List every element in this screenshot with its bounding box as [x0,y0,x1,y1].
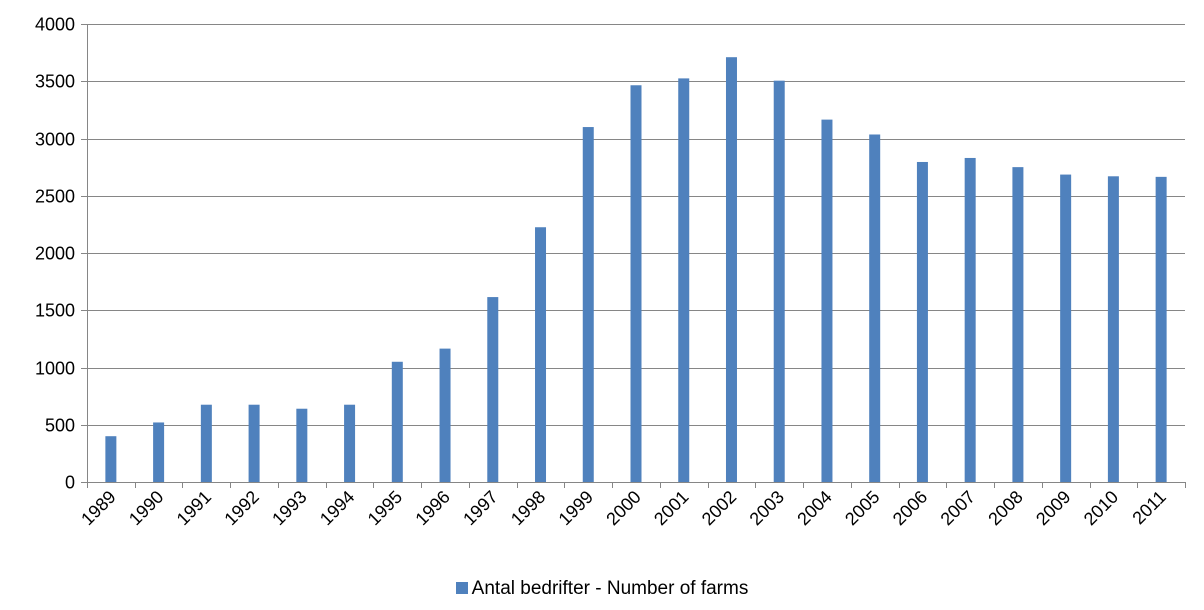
bar [725,57,737,482]
y-tick-label: 4000 [35,15,75,35]
bar [105,436,117,482]
x-tick-label: 2008 [984,487,1026,529]
bar [582,127,594,483]
x-tick-label: 2003 [746,487,788,529]
bar [535,227,547,482]
x-tick-label: 2006 [889,487,931,529]
bar [1060,174,1072,482]
x-tick-label: 2010 [1080,487,1122,529]
bar [344,404,356,482]
x-tick-label: 1996 [411,487,453,529]
bar [439,348,451,482]
legend-swatch [455,582,468,594]
x-tick-label: 2004 [793,487,835,529]
bar [153,422,165,482]
x-tick-label: 1999 [555,487,597,529]
y-tick-label: 500 [45,416,75,436]
x-tick-label: 1990 [125,487,167,529]
y-tick-label: 2500 [35,187,75,207]
bar [964,157,976,482]
x-tick-label: 2005 [841,487,883,529]
x-tick-label: 1998 [507,487,549,529]
x-tick-label: 1991 [173,487,215,529]
bar [1012,167,1024,483]
bar [630,85,642,482]
y-tick-label: 3500 [35,72,75,92]
bar [391,361,403,482]
x-tick-label: 1989 [77,487,119,529]
bar [869,134,881,483]
legend-label: Antal bedrifter - Number of farms [471,578,749,599]
x-tick-label: 2007 [937,487,979,529]
bar [200,404,212,482]
bar [678,78,690,482]
bar [248,404,260,482]
x-axis [87,482,1186,488]
bar [1155,176,1167,483]
x-tick-label: 2001 [650,487,692,529]
x-tick-label: 1994 [316,487,358,529]
y-tick-label: 3000 [35,130,75,150]
x-tick-label: 1995 [364,487,406,529]
x-tick-label: 2009 [1032,487,1074,529]
x-tick-label: 2002 [698,487,740,529]
x-tick-label: 1997 [459,487,501,529]
y-tick-label: 1500 [35,301,75,321]
bar-series [105,57,1167,483]
x-tick-label: 2000 [602,487,644,529]
y-tick-label: 1000 [35,359,75,379]
y-tick-label: 0 [65,473,75,493]
x-axis-tick-labels: 1989 1990 1991 1992 1993 1994 1995 1996 1997 1998… [77,487,1170,529]
bar [821,119,833,483]
y-axis-tick-labels: 0 500 1000 1500 2000 2500 3000 3500 4000 [35,15,75,493]
x-tick-label: 1992 [220,487,262,529]
bar [1107,176,1119,483]
bar [773,80,785,483]
bar [916,161,928,482]
bar [487,297,499,482]
chart-legend: Antal bedrifter - Number of farms [0,578,1204,600]
x-tick-label: 1993 [268,487,310,529]
y-tick-label: 2000 [35,244,75,264]
bar [296,408,308,482]
x-tick-label: 2011 [1128,487,1170,529]
